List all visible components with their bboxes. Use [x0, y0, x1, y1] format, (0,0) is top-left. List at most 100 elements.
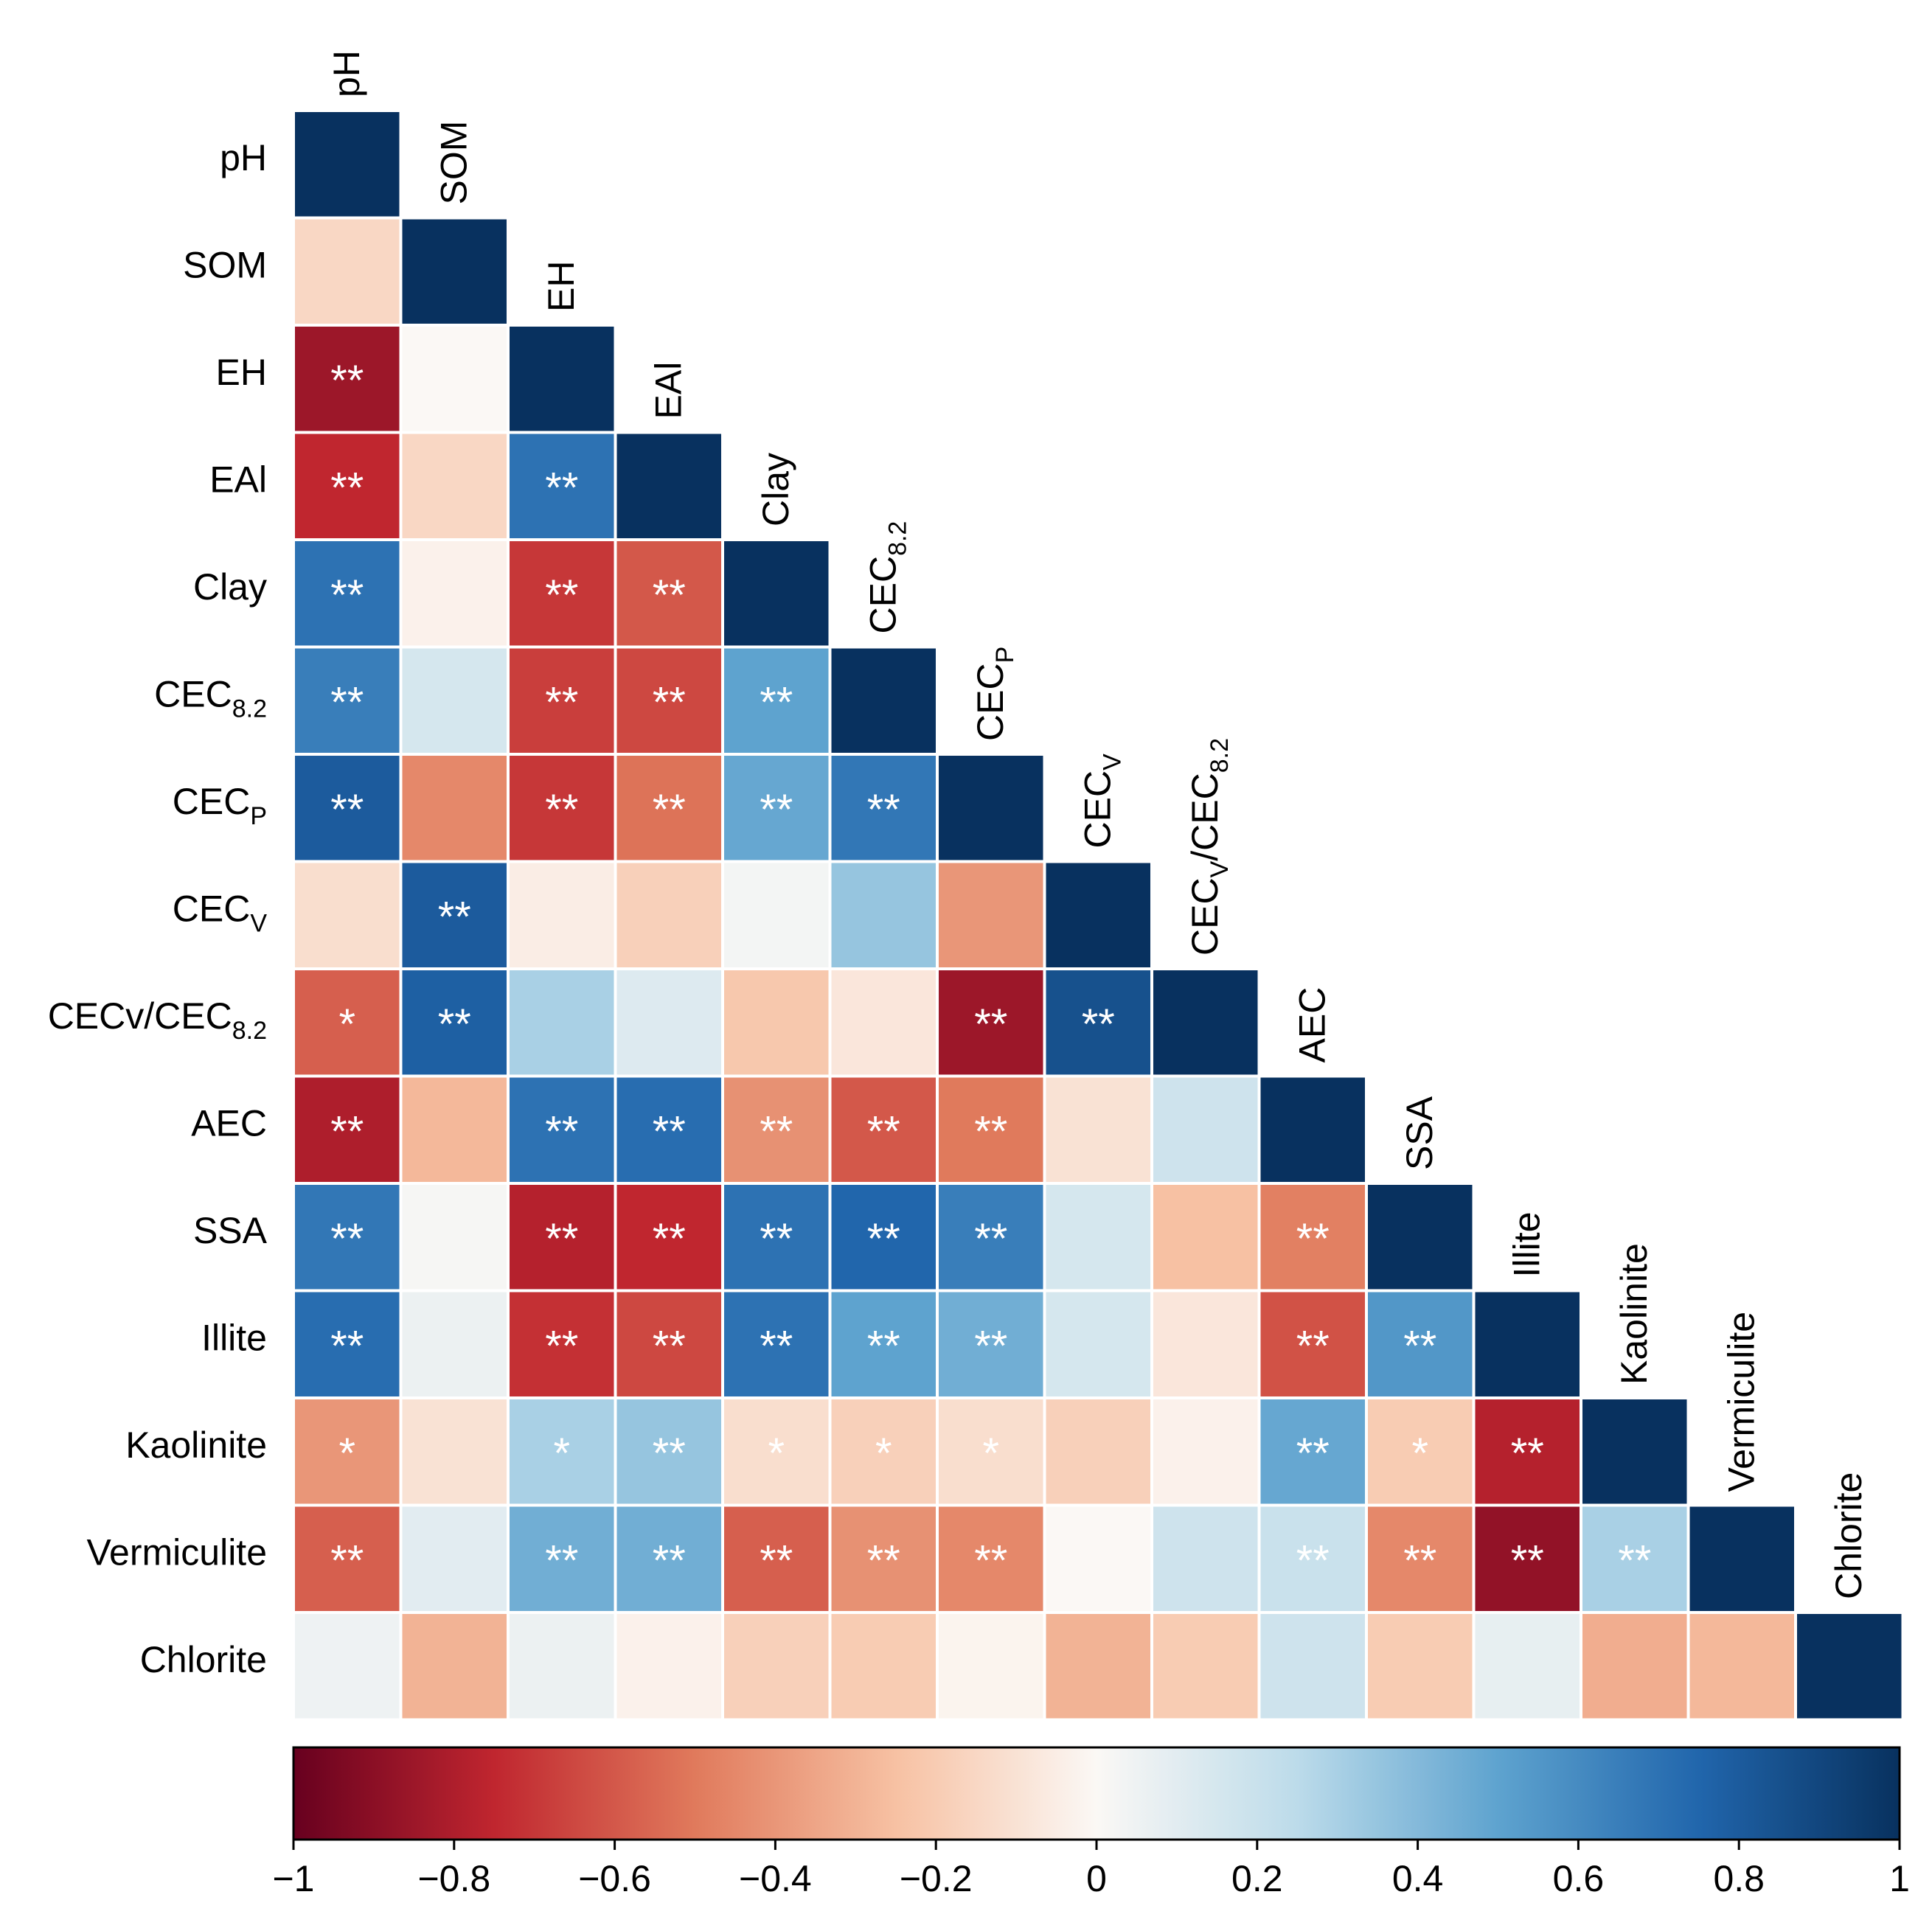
heatmap-cell-10-0 [295, 1185, 400, 1290]
column-label-13: Vermiculite [1720, 1312, 1762, 1492]
column-label-2: EH [541, 261, 582, 312]
heatmap-cell-14-10 [1368, 1614, 1473, 1719]
heatmap-cell-12-6 [939, 1399, 1043, 1504]
row-labels: pH SOM EH EAl Clay CEC8.2 CECP CECV CECv/CEC8.2 A… [48, 137, 268, 1680]
heatmap-cell-13-4 [724, 1506, 829, 1611]
heatmap-cell-13-13 [1689, 1506, 1794, 1611]
column-label-6: CECP [970, 647, 1019, 741]
heatmap-cell-9-5 [831, 1077, 936, 1182]
heatmap-cell-11-8 [1153, 1292, 1258, 1396]
significance-marker-6-4: ** [760, 786, 793, 834]
significance-marker-8-0: * [339, 1001, 356, 1048]
heatmap-cell-4-4 [724, 541, 829, 646]
heatmap-cell-11-9 [1260, 1292, 1365, 1396]
heatmap-cell-11-11 [1475, 1292, 1580, 1396]
heatmap-cell-6-1 [402, 756, 507, 860]
heatmap-cell-13-6 [939, 1506, 1043, 1611]
heatmap-cell-12-8 [1153, 1399, 1258, 1504]
significance-marker-13-9: ** [1296, 1537, 1330, 1584]
significance-marker-12-4: * [768, 1430, 785, 1478]
significance-marker-11-9: ** [1296, 1322, 1330, 1370]
heatmap-cell-0-0 [295, 112, 400, 217]
heatmap-cell-14-3 [616, 1614, 721, 1719]
heatmap-cell-5-1 [402, 648, 507, 753]
heatmap-cell-13-10 [1368, 1506, 1473, 1611]
heatmap-cell-9-4 [724, 1077, 829, 1182]
significance-marker-7-1: ** [438, 893, 471, 941]
significance-marker-4-0: ** [330, 571, 364, 619]
heatmap-cell-10-2 [510, 1185, 614, 1290]
row-label-13: Vermiculite [86, 1531, 267, 1573]
significance-marker-10-0: ** [330, 1215, 364, 1263]
heatmap-cell-13-9 [1260, 1506, 1365, 1611]
heatmap-cell-12-4 [724, 1399, 829, 1504]
significance-marker-9-6: ** [974, 1107, 1007, 1155]
heatmap-cell-13-11 [1475, 1506, 1580, 1611]
significance-marker-11-3: ** [653, 1322, 686, 1370]
heatmap-cell-8-6 [939, 970, 1043, 1075]
heatmap-cell-4-1 [402, 541, 507, 646]
significance-marker-9-4: ** [760, 1107, 793, 1155]
heatmap-cell-11-5 [831, 1292, 936, 1396]
heatmap-cell-7-7 [1046, 863, 1150, 967]
heatmap-cell-1-1 [402, 219, 507, 324]
column-label-12: Kaolinite [1613, 1243, 1655, 1385]
heatmap-cell-13-7 [1046, 1506, 1150, 1611]
heatmap-cell-8-3 [616, 970, 721, 1075]
row-label-10: SSA [193, 1210, 268, 1251]
heatmap-cell-14-2 [510, 1614, 614, 1719]
colorbar-tick-label-5: 0 [1086, 1858, 1107, 1899]
heatmap-cell-10-3 [616, 1185, 721, 1290]
significance-marker-9-2: ** [545, 1107, 578, 1155]
heatmap-cell-4-0 [295, 541, 400, 646]
heatmap-cell-12-11 [1475, 1399, 1580, 1504]
heatmap-cell-8-5 [831, 970, 936, 1075]
heatmap-cell-13-0 [295, 1506, 400, 1611]
significance-marker-6-2: ** [545, 786, 578, 834]
heatmap-cell-8-4 [724, 970, 829, 1075]
significance-marker-13-0: ** [330, 1537, 364, 1584]
heatmap-cell-9-8 [1153, 1077, 1258, 1182]
significance-marker-6-0: ** [330, 786, 364, 834]
heatmap-cell-11-4 [724, 1292, 829, 1396]
heatmap-cell-12-2 [510, 1399, 614, 1504]
heatmap-cell-6-4 [724, 756, 829, 860]
heatmap-cell-2-1 [402, 327, 507, 431]
heatmap-cell-11-6 [939, 1292, 1043, 1396]
heatmap-cell-5-3 [616, 648, 721, 753]
heatmap-cell-7-3 [616, 863, 721, 967]
significance-marker-11-10: ** [1403, 1322, 1436, 1370]
heatmap-cell-13-2 [510, 1506, 614, 1611]
colorbar-tick-label-8: 0.6 [1553, 1858, 1605, 1899]
heatmap-cell-8-7 [1046, 970, 1150, 1075]
significance-marker-12-0: * [339, 1430, 356, 1478]
significance-marker-11-5: ** [867, 1322, 900, 1370]
significance-marker-11-6: ** [974, 1322, 1007, 1370]
heatmap-cell-12-5 [831, 1399, 936, 1504]
column-label-9: AEC [1291, 987, 1332, 1063]
heatmap-cell-2-0 [295, 327, 400, 431]
significance-marker-11-4: ** [760, 1322, 793, 1370]
heatmap-cell-13-3 [616, 1506, 721, 1611]
significance-marker-13-11: ** [1511, 1537, 1544, 1584]
significance-marker-8-1: ** [438, 1001, 471, 1048]
heatmap-cell-9-9 [1260, 1077, 1365, 1182]
heatmap-cell-10-9 [1260, 1185, 1365, 1290]
heatmap-cell-11-2 [510, 1292, 614, 1396]
heatmap-cell-14-12 [1582, 1614, 1687, 1719]
colorbar-tick-label-6: 0.2 [1231, 1858, 1283, 1899]
heatmap-cell-8-0 [295, 970, 400, 1075]
heatmap-cell-10-5 [831, 1185, 936, 1290]
heatmap-cell-12-9 [1260, 1399, 1365, 1504]
heatmap-cell-7-2 [510, 863, 614, 967]
significance-marker-13-12: ** [1618, 1537, 1651, 1584]
row-label-14: Chlorite [140, 1639, 267, 1680]
heatmap-cell-8-1 [402, 970, 507, 1075]
significance-marker-9-5: ** [867, 1107, 900, 1155]
column-label-14: Chlorite [1828, 1472, 1869, 1599]
significance-marker-6-3: ** [653, 786, 686, 834]
heatmap-cell-4-2 [510, 541, 614, 646]
heatmap-cell-6-0 [295, 756, 400, 860]
heatmap-cell-14-13 [1689, 1614, 1794, 1719]
